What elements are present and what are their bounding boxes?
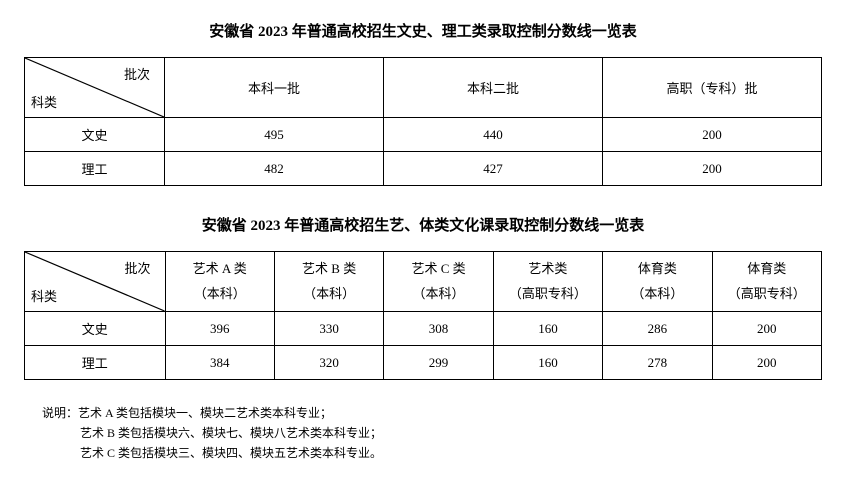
footnote-line: 说明：艺术 A 类包括模块一、模块二艺术类本科专业；	[42, 404, 822, 424]
table2-col-header: 艺术 A 类 （本科）	[165, 252, 274, 312]
table2-cell: 396	[165, 312, 274, 346]
table1-col-header: 本科一批	[165, 58, 384, 118]
table2-cell: 160	[493, 312, 602, 346]
table2-cell: 308	[384, 312, 493, 346]
table2-cell: 320	[274, 346, 383, 380]
table2-col-l1: 艺术 B 类	[275, 257, 383, 282]
table1-cell: 440	[384, 118, 603, 152]
table2-cell: 299	[384, 346, 493, 380]
table2-col-header: 艺术类 （高职专科）	[493, 252, 602, 312]
footnotes: 说明：艺术 A 类包括模块一、模块二艺术类本科专业； 艺术 B 类包括模块六、模…	[24, 404, 822, 463]
table2-cell: 286	[603, 312, 712, 346]
table2-diag-header: 批次 科类	[25, 252, 166, 312]
table1-cell: 200	[603, 152, 822, 186]
table2: 批次 科类 艺术 A 类 （本科） 艺术 B 类 （本科） 艺术 C 类 （本科…	[24, 251, 822, 380]
table2-cell: 278	[603, 346, 712, 380]
table1-diag-header: 批次 科类	[25, 58, 165, 118]
table1-cell: 495	[165, 118, 384, 152]
table1-diag-bottom: 科类	[31, 92, 57, 111]
table2-title: 安徽省 2023 年普通高校招生艺、体类文化课录取控制分数线一览表	[24, 214, 822, 235]
table1: 批次 科类 本科一批 本科二批 高职（专科）批 文史 495 440 200 理…	[24, 57, 822, 186]
table2-row-label: 文史	[25, 312, 166, 346]
table2-col-l2: （高职专科）	[713, 282, 821, 307]
footnote-line: 艺术 B 类包括模块六、模块七、模块八艺术类本科专业；	[42, 424, 822, 444]
table2-col-l1: 艺术 C 类	[384, 257, 492, 282]
table1-title: 安徽省 2023 年普通高校招生文史、理工类录取控制分数线一览表	[24, 20, 822, 41]
table1-col-header: 高职（专科）批	[603, 58, 822, 118]
table2-col-l2: （本科）	[166, 282, 274, 307]
table2-col-l2: （本科）	[603, 282, 711, 307]
table1-row-label: 理工	[25, 152, 165, 186]
table2-col-l1: 体育类	[603, 257, 711, 282]
footnote-text: 艺术 A 类包括模块一、模块二艺术类本科专业；	[78, 406, 332, 420]
table2-col-l2: （本科）	[384, 282, 492, 307]
table1-cell: 427	[384, 152, 603, 186]
table2-cell: 384	[165, 346, 274, 380]
table2-cell: 200	[712, 346, 821, 380]
table2-diag-top: 批次	[125, 258, 151, 277]
table2-col-l2: （本科）	[275, 282, 383, 307]
table1-row-label: 文史	[25, 118, 165, 152]
table2-col-l1: 艺术 A 类	[166, 257, 274, 282]
table1-cell: 482	[165, 152, 384, 186]
table2-col-l2: （高职专科）	[494, 282, 602, 307]
table2-row-label: 理工	[25, 346, 166, 380]
table2-col-header: 体育类 （高职专科）	[712, 252, 821, 312]
table1-cell: 200	[603, 118, 822, 152]
table2-diag-bottom: 科类	[31, 286, 57, 305]
table2-cell: 200	[712, 312, 821, 346]
table2-cell: 330	[274, 312, 383, 346]
table2-cell: 160	[493, 346, 602, 380]
table2-col-l1: 艺术类	[494, 257, 602, 282]
table1-col-header: 本科二批	[384, 58, 603, 118]
table2-col-header: 艺术 C 类 （本科）	[384, 252, 493, 312]
footnote-line: 艺术 C 类包括模块三、模块四、模块五艺术类本科专业。	[42, 444, 822, 464]
table2-col-header: 体育类 （本科）	[603, 252, 712, 312]
table1-diag-top: 批次	[124, 64, 150, 83]
table2-col-header: 艺术 B 类 （本科）	[274, 252, 383, 312]
table2-col-l1: 体育类	[713, 257, 821, 282]
footnote-lead: 说明：	[42, 406, 78, 420]
